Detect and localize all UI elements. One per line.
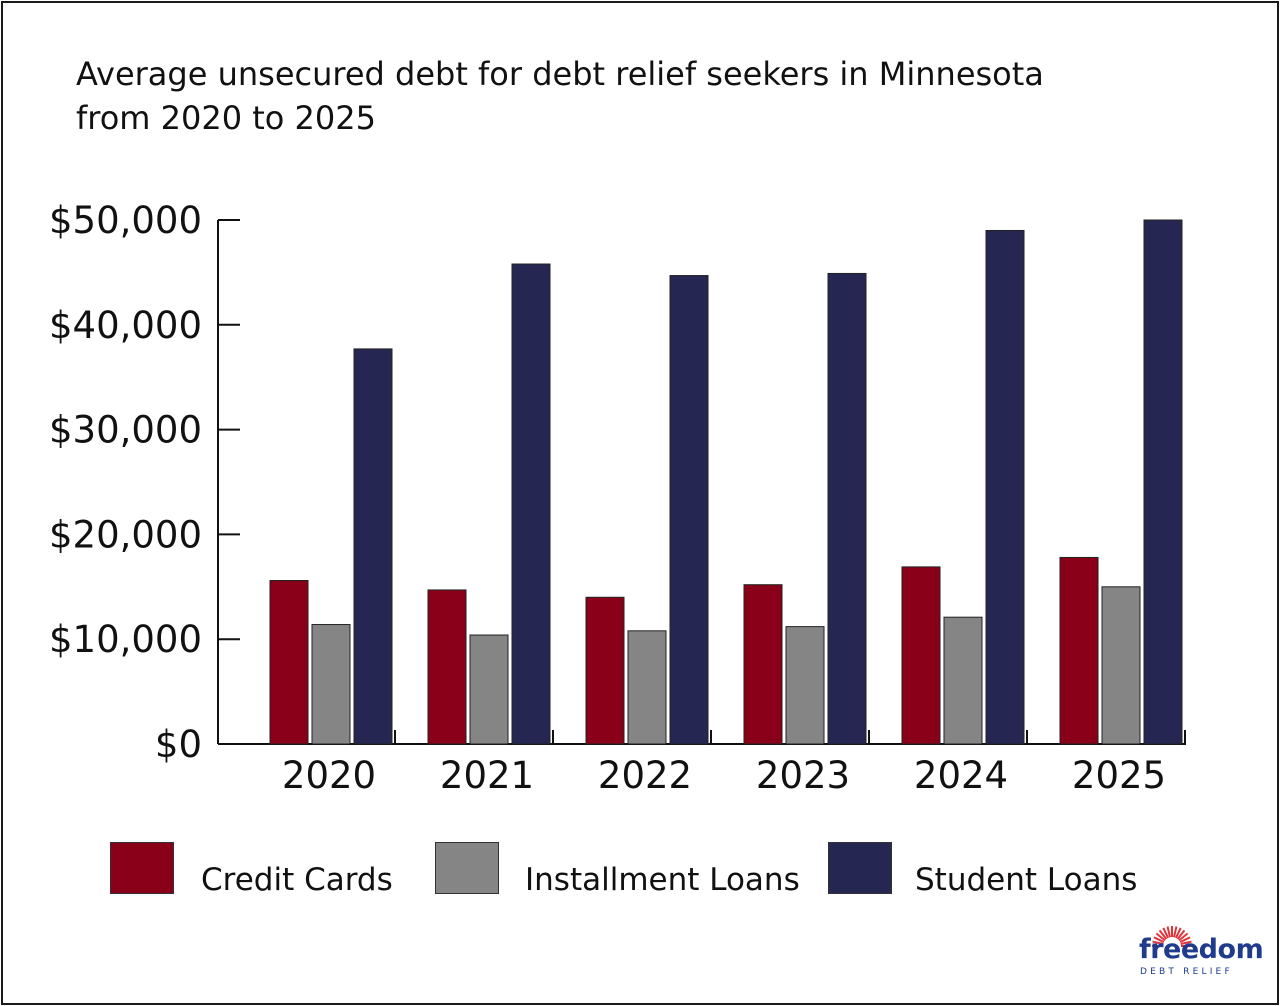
y-tick-label: $20,000 xyxy=(49,513,202,556)
sunburst-ray xyxy=(1178,932,1189,942)
bar-installment-loans-2022 xyxy=(627,630,667,745)
bar-chart: $0 $10,000 $20,000 $30,000 $40,000 $50,000 202… xyxy=(49,199,1186,797)
legend-swatch xyxy=(110,842,174,894)
y-tick-label: $50,000 xyxy=(49,199,202,242)
bar-installment-loans-2025 xyxy=(1101,586,1141,745)
sunburst-ray xyxy=(1158,929,1168,940)
legend-label: Student Loans xyxy=(915,862,1138,898)
logo-wordmark: freedom xyxy=(1139,934,1264,965)
bar-installment-loans-2023 xyxy=(785,626,825,745)
sunburst-ray xyxy=(1155,932,1166,942)
bar-student-loans-2022 xyxy=(669,275,709,745)
sunburst-ray xyxy=(1152,940,1164,945)
legend-label: Installment Loans xyxy=(525,862,800,898)
chart-legend: Credit Cards Installment Loans Student Loa… xyxy=(110,840,1210,900)
sunburst-ray xyxy=(1175,927,1182,939)
legend-label: Credit Cards xyxy=(201,862,393,898)
bar-student-loans-2024 xyxy=(985,229,1025,745)
bar-credit-cards-2020 xyxy=(269,580,309,745)
x-tick-label: 2020 xyxy=(282,754,376,797)
bar-credit-cards-2023 xyxy=(743,584,783,745)
logo-subtitle: DEBT RELIEF xyxy=(1140,967,1233,977)
x-tick-label: 2025 xyxy=(1072,754,1166,797)
y-tick-label: $30,000 xyxy=(49,409,202,452)
sunburst-ray xyxy=(1153,936,1165,943)
y-tick-label: $0 xyxy=(155,723,202,766)
bar-installment-loans-2020 xyxy=(311,624,351,745)
sunburst-ray xyxy=(1173,926,1178,938)
bar-student-loans-2020 xyxy=(353,348,393,745)
bar-credit-cards-2021 xyxy=(427,589,467,745)
bar-credit-cards-2025 xyxy=(1059,556,1099,745)
bar-student-loans-2023 xyxy=(827,272,867,745)
freedom-debt-relief-logo: freedom DEBT RELIEF xyxy=(1135,912,1264,982)
sunburst-icon xyxy=(1152,926,1192,947)
y-tick-label: $10,000 xyxy=(49,618,202,661)
sunburst-ray xyxy=(1180,940,1192,945)
sunburst-ray xyxy=(1166,926,1171,938)
bar-student-loans-2025 xyxy=(1143,219,1183,745)
x-tick-label: 2022 xyxy=(598,754,692,797)
bar-student-loans-2021 xyxy=(511,263,551,745)
legend-swatch xyxy=(435,842,499,894)
bar-credit-cards-2024 xyxy=(901,566,941,745)
legend-swatch xyxy=(828,842,892,894)
bar-credit-cards-2022 xyxy=(585,596,625,745)
x-tick-label: 2024 xyxy=(914,754,1008,797)
bar-installment-loans-2024 xyxy=(943,616,983,745)
sunburst-ray xyxy=(1176,929,1186,940)
chart-title: Average unsecured debt for debt relief s… xyxy=(76,52,1176,140)
bar-installment-loans-2021 xyxy=(469,634,509,745)
chart-title-line-2: from 2020 to 2025 xyxy=(76,99,376,137)
x-tick-label: 2023 xyxy=(756,754,850,797)
sunburst-ray xyxy=(1162,927,1169,939)
x-tick-label: 2021 xyxy=(440,754,534,797)
sunburst-ray xyxy=(1179,936,1191,943)
chart-title-line-1: Average unsecured debt for debt relief s… xyxy=(76,55,1044,93)
y-tick-label: $40,000 xyxy=(49,304,202,347)
